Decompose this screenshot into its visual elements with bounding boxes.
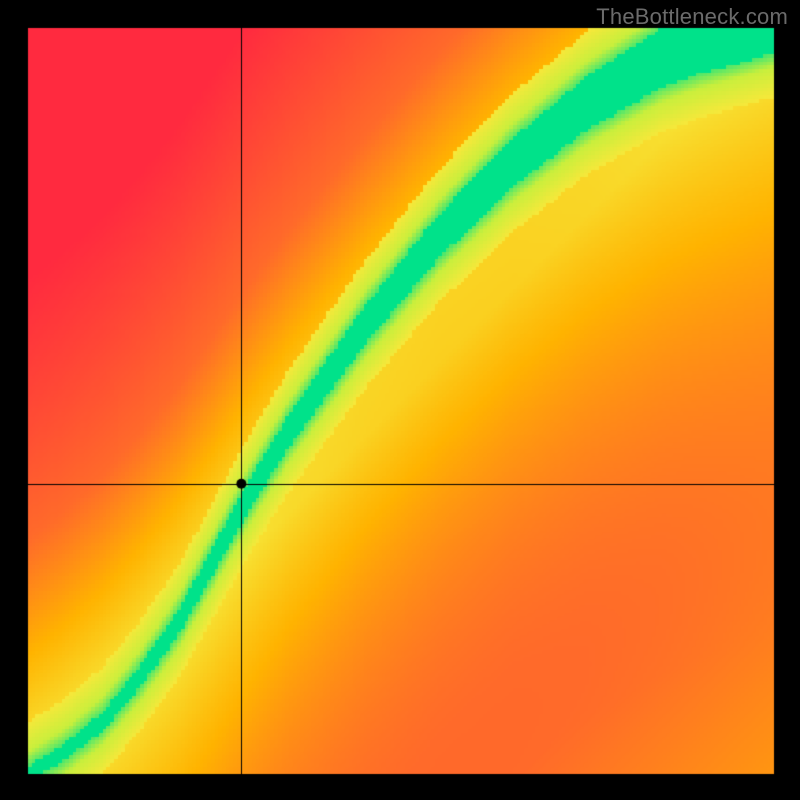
watermark-text: TheBottleneck.com xyxy=(596,4,788,30)
chart-container: TheBottleneck.com xyxy=(0,0,800,800)
heatmap-canvas xyxy=(0,0,800,800)
